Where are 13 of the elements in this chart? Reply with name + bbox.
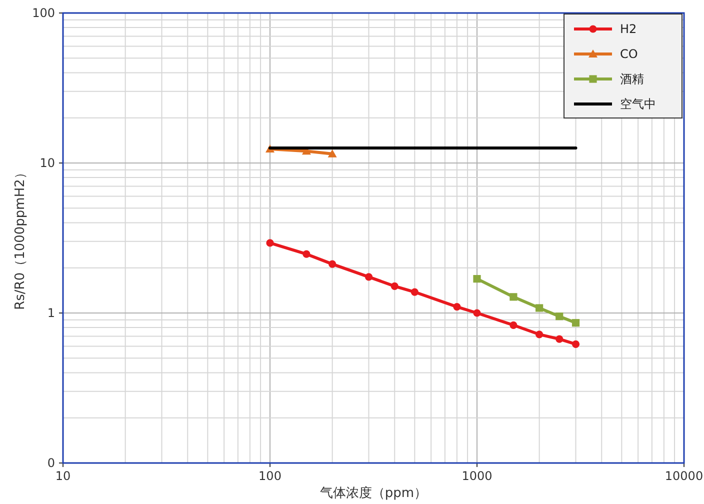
x-tick-label: 1000 bbox=[462, 469, 492, 483]
legend-label: 酒精 bbox=[620, 72, 644, 86]
y-tick-label: 1 bbox=[47, 306, 55, 320]
x-tick-label: 10000 bbox=[664, 469, 704, 483]
x-axis-title: 气体浓度（ppm） bbox=[320, 485, 428, 501]
legend-label: H2 bbox=[620, 22, 637, 36]
y-axis-title: Rs/R0（1000ppmH2） bbox=[13, 166, 28, 310]
y-tick-label: 10 bbox=[40, 156, 55, 170]
x-tick-label: 100 bbox=[258, 469, 282, 483]
legend-label: 空气中 bbox=[620, 97, 656, 111]
y-tick-label: 0 bbox=[47, 456, 55, 470]
y-tick-label: 100 bbox=[32, 6, 55, 20]
legend-label: CO bbox=[620, 47, 638, 61]
